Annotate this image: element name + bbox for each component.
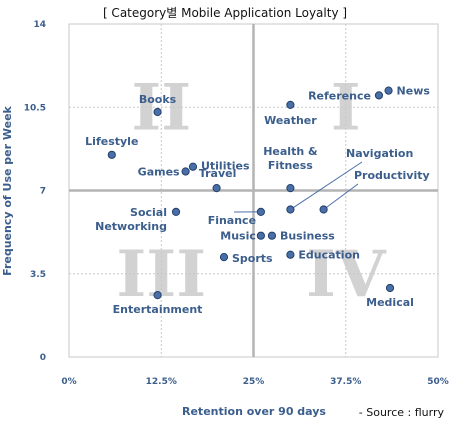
point-label-weather: Weather bbox=[264, 114, 317, 127]
point-label-social-networking: Social Networking bbox=[95, 206, 167, 233]
point-label-finance: Finance bbox=[208, 214, 256, 227]
point-label-music: Music bbox=[220, 230, 256, 243]
point-label-medical: Medical bbox=[366, 296, 414, 309]
point-label-news: News bbox=[397, 85, 431, 98]
data-point-finance bbox=[256, 207, 265, 217]
y-tick-label: 14 bbox=[33, 20, 46, 30]
x-tick-label: 12.5% bbox=[146, 377, 177, 387]
y-tick-label: 10.5 bbox=[24, 103, 46, 113]
x-tick-label: 37.5% bbox=[330, 377, 361, 387]
data-point-education bbox=[286, 250, 295, 259]
chart-title: [ Category별 Mobile Application Loyalty ] bbox=[103, 6, 347, 20]
point-label-health-fitness: Health & Fitness bbox=[263, 145, 318, 172]
point-label-games: Games bbox=[138, 165, 180, 178]
data-point-news bbox=[384, 86, 393, 95]
point-label-sports: Sports bbox=[232, 252, 273, 265]
data-point-medical bbox=[385, 283, 395, 293]
data-point-lifestyle bbox=[107, 150, 116, 159]
data-point-weather bbox=[286, 100, 295, 109]
data-point-business bbox=[267, 231, 277, 240]
data-point-social-networking bbox=[171, 207, 181, 217]
data-point-sports bbox=[219, 253, 229, 262]
quadrant-labels: IIIIIIIV bbox=[116, 70, 387, 312]
data-point-utilities bbox=[188, 162, 198, 171]
data-points bbox=[107, 86, 395, 300]
point-label-travel: Travel bbox=[199, 167, 237, 180]
x-tick-label: 0% bbox=[61, 377, 76, 387]
data-point-health-fitness bbox=[286, 184, 295, 193]
label-connectors bbox=[233, 161, 363, 213]
x-axis-title: Retention over 90 days bbox=[182, 405, 326, 418]
y-tick-label: 3.5 bbox=[30, 270, 46, 280]
point-label-entertainment: Entertainment bbox=[113, 303, 203, 316]
data-point-reference bbox=[374, 91, 384, 100]
data-point-entertainment bbox=[153, 291, 162, 300]
point-label-productivity: Productivity bbox=[354, 169, 430, 182]
point-label-education: Education bbox=[298, 249, 360, 262]
data-point-music bbox=[256, 231, 265, 240]
data-point-games bbox=[181, 167, 190, 176]
data-point-navigation bbox=[286, 205, 295, 214]
point-label-books: Books bbox=[139, 93, 177, 106]
point-label-navigation: Navigation bbox=[346, 147, 413, 160]
point-label-utilities: Utilities bbox=[201, 160, 250, 173]
point-label-reference: Reference bbox=[308, 89, 371, 102]
point-label-business: Business bbox=[280, 230, 335, 243]
y-tick-label: 0 bbox=[40, 353, 46, 363]
y-axis-title: Frequency of Use per Week bbox=[1, 105, 14, 275]
source-note: - Source : flurry bbox=[359, 406, 445, 419]
data-point-books bbox=[153, 107, 162, 117]
x-tick-label: 25% bbox=[243, 377, 265, 387]
connector-productivity bbox=[323, 183, 359, 210]
y-tick-label: 7 bbox=[40, 187, 46, 197]
data-point-productivity bbox=[319, 205, 328, 214]
point-label-lifestyle: Lifestyle bbox=[85, 135, 138, 148]
y-tick-labels: 0 3.5 7 10.5 14 bbox=[24, 20, 46, 363]
x-tick-label: 50% bbox=[427, 377, 449, 387]
connector-navigation bbox=[290, 161, 363, 210]
x-tick-labels: 0% 12.5% 25% 37.5% 50% bbox=[61, 377, 448, 387]
data-point-travel bbox=[212, 184, 221, 193]
